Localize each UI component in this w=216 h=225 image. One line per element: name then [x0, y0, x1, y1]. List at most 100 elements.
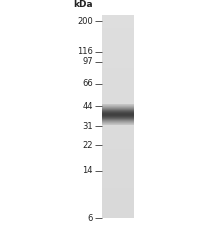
Bar	[102, 137, 134, 138]
Bar	[102, 67, 134, 68]
Bar	[102, 30, 134, 31]
Bar	[102, 185, 134, 186]
Bar	[102, 167, 134, 168]
Bar	[102, 41, 134, 42]
Bar	[102, 42, 134, 43]
Bar	[102, 64, 134, 65]
Bar	[102, 159, 134, 160]
Bar	[102, 206, 134, 207]
Bar	[102, 103, 134, 104]
Bar	[102, 79, 134, 80]
Bar	[102, 47, 134, 48]
Bar	[102, 170, 134, 171]
Bar	[102, 195, 134, 196]
Bar	[102, 99, 134, 100]
Bar	[102, 142, 134, 143]
Bar	[102, 62, 134, 63]
Bar	[102, 80, 134, 81]
Bar	[102, 175, 134, 176]
Bar	[102, 141, 134, 142]
Bar	[102, 82, 134, 83]
Bar	[102, 51, 134, 52]
Bar	[102, 211, 134, 212]
Bar	[102, 135, 134, 136]
Bar	[102, 192, 134, 193]
Bar	[102, 66, 134, 67]
Bar	[102, 33, 134, 34]
Bar	[102, 177, 134, 178]
Bar	[102, 127, 134, 128]
Bar	[102, 138, 134, 139]
Bar	[102, 38, 134, 39]
Bar	[102, 19, 134, 20]
Bar	[102, 182, 134, 183]
Bar	[102, 76, 134, 77]
Bar	[102, 71, 134, 72]
Bar	[102, 164, 134, 165]
Bar	[102, 52, 134, 53]
Bar	[102, 216, 134, 217]
Bar	[102, 131, 134, 132]
Bar	[102, 35, 134, 36]
Bar	[102, 133, 134, 134]
Bar	[102, 198, 134, 199]
Bar	[102, 148, 134, 149]
Bar	[102, 97, 134, 98]
Bar	[102, 84, 134, 85]
Bar	[102, 102, 134, 103]
Bar	[102, 217, 134, 218]
Bar	[102, 140, 134, 141]
Bar	[102, 122, 134, 123]
Bar	[102, 145, 134, 146]
Bar	[102, 197, 134, 198]
Bar	[102, 153, 134, 154]
Bar	[102, 53, 134, 54]
Bar	[102, 111, 134, 112]
Bar	[102, 46, 134, 47]
Bar	[102, 205, 134, 206]
Bar	[102, 130, 134, 131]
Bar	[102, 178, 134, 179]
Bar	[102, 98, 134, 99]
Bar	[102, 209, 134, 210]
Bar	[102, 174, 134, 175]
Bar	[102, 86, 134, 87]
Bar	[102, 22, 134, 23]
Bar	[102, 48, 134, 49]
Bar	[102, 125, 134, 126]
Bar	[102, 95, 134, 96]
Bar	[102, 160, 134, 161]
Bar	[102, 96, 134, 97]
Bar	[102, 171, 134, 172]
Bar	[102, 187, 134, 188]
Bar	[102, 60, 134, 61]
Bar	[102, 146, 134, 147]
Bar	[102, 87, 134, 88]
Bar	[102, 215, 134, 216]
Bar	[102, 75, 134, 76]
Bar	[102, 73, 134, 74]
Bar	[102, 188, 134, 189]
Bar	[102, 117, 134, 118]
Bar	[102, 213, 134, 214]
Bar	[102, 176, 134, 177]
Bar	[102, 203, 134, 204]
Bar	[102, 165, 134, 166]
Bar	[102, 210, 134, 211]
Bar	[102, 55, 134, 56]
Bar	[102, 150, 134, 151]
Bar	[102, 25, 134, 26]
Text: 66: 66	[82, 79, 93, 88]
Bar	[102, 152, 134, 153]
Bar	[102, 109, 134, 110]
Bar	[102, 29, 134, 30]
Bar	[102, 120, 134, 121]
Bar	[102, 72, 134, 73]
Bar	[102, 136, 134, 137]
Bar	[102, 32, 134, 33]
Bar	[102, 101, 134, 102]
Bar	[102, 154, 134, 155]
Bar	[102, 139, 134, 140]
Bar	[102, 124, 134, 125]
Bar	[102, 183, 134, 184]
